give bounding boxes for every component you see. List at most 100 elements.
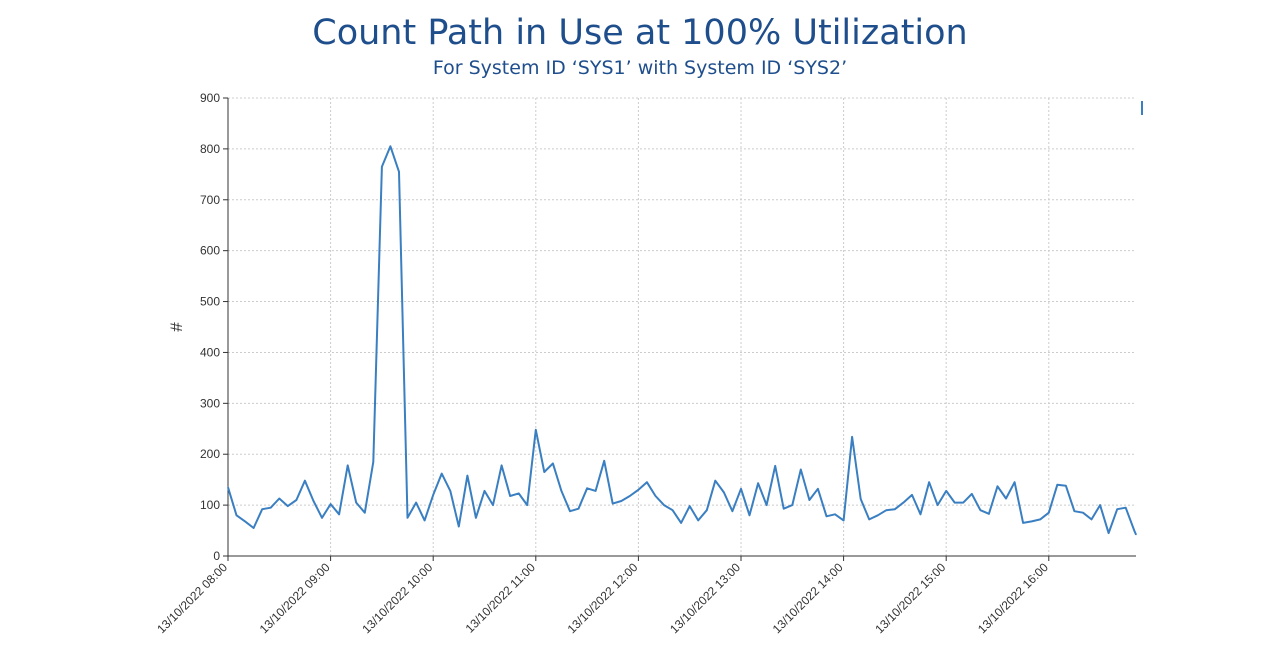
x-ticks: 13/10/2022 08:00 13/10/2022 09:00 13/10/20… <box>154 556 1051 636</box>
data-point <box>227 486 229 488</box>
data-point <box>560 490 563 492</box>
data-point <box>270 507 272 509</box>
data-point <box>1073 510 1076 512</box>
data-point <box>312 500 315 502</box>
data-point <box>766 504 768 506</box>
x-tick-label: 13/10/2022 15:00 <box>872 560 948 636</box>
data-point <box>552 462 554 464</box>
x-tick-label: 13/10/2022 09:00 <box>257 560 333 636</box>
x-tick-label: 13/10/2022 12:00 <box>565 560 641 636</box>
data-point <box>586 487 588 489</box>
y-ticks: 0 100 200 300 400 500 600 700 800 900 <box>200 91 228 563</box>
data-point <box>526 504 528 506</box>
data-point <box>894 508 896 510</box>
data-point <box>569 510 571 512</box>
data-point <box>518 492 520 495</box>
data-point <box>731 510 734 512</box>
data-point <box>620 500 622 502</box>
data-point <box>1039 518 1041 520</box>
data-point <box>1048 512 1050 514</box>
data-point <box>902 501 905 504</box>
data-point <box>817 488 819 490</box>
data-point <box>671 509 674 511</box>
data-point <box>740 488 742 490</box>
data-point <box>860 498 862 500</box>
data-point <box>415 501 417 504</box>
y-axis-label: # <box>167 322 186 332</box>
axes <box>227 98 1136 557</box>
data-point <box>791 504 793 506</box>
data-point <box>535 429 537 431</box>
data-point <box>1135 534 1137 536</box>
data-point <box>646 481 648 483</box>
data-point <box>595 490 597 492</box>
data-point <box>1082 512 1084 514</box>
series-layer <box>227 145 1137 536</box>
data-point <box>543 471 545 473</box>
data-point <box>329 503 332 505</box>
data-point <box>389 145 392 147</box>
data-point <box>492 504 494 506</box>
data-point <box>338 513 340 515</box>
data-point <box>458 525 460 528</box>
y-tick-label: 400 <box>200 345 220 359</box>
data-point <box>1031 520 1033 522</box>
data-point <box>937 504 939 506</box>
data-point <box>304 480 306 482</box>
data-point <box>680 522 682 524</box>
data-point <box>364 512 366 514</box>
grid-lines <box>228 97 1136 556</box>
data-point <box>800 468 802 471</box>
data-point <box>1022 522 1024 524</box>
data-point <box>1056 484 1058 486</box>
y-tick-label: 300 <box>200 396 220 410</box>
data-point <box>971 493 973 495</box>
data-point <box>885 509 887 511</box>
data-point <box>406 517 409 519</box>
data-point <box>842 519 845 521</box>
data-point <box>1133 529 1135 532</box>
y-tick-label: 0 <box>213 549 220 563</box>
data-point <box>381 166 383 168</box>
data-point <box>945 490 947 492</box>
data-point <box>1099 504 1101 506</box>
data-point <box>851 436 853 438</box>
x-tick-label: 13/10/2022 13:00 <box>667 560 743 636</box>
data-point <box>757 482 759 484</box>
y-tick-label: 900 <box>200 91 220 105</box>
data-point <box>783 508 785 510</box>
data-point <box>278 497 280 500</box>
data-point <box>449 490 451 492</box>
data-point <box>919 513 922 515</box>
data-point <box>475 517 477 519</box>
data-point <box>253 527 255 529</box>
data-point <box>774 465 776 467</box>
data-point <box>244 520 246 522</box>
x-tick-label: 13/10/2022 10:00 <box>359 560 435 636</box>
data-point <box>466 474 468 477</box>
data-point <box>235 514 238 516</box>
data-point <box>697 519 699 521</box>
data-point <box>996 485 999 487</box>
data-point <box>962 501 964 504</box>
data-point <box>723 491 725 493</box>
x-tick-label: 13/10/2022 08:00 <box>154 560 230 636</box>
data-point <box>509 495 511 497</box>
y-tick-label: 500 <box>200 295 220 309</box>
y-tick-label: 800 <box>200 142 220 156</box>
legend-marker <box>1141 101 1143 115</box>
data-point <box>654 495 657 497</box>
data-point <box>928 481 930 483</box>
data-point <box>808 499 810 501</box>
data-point <box>355 501 357 504</box>
y-tick-label: 100 <box>200 498 220 512</box>
data-point <box>603 460 605 462</box>
data-point <box>911 494 913 496</box>
data-point <box>1065 485 1067 487</box>
data-point <box>424 519 426 521</box>
x-tick-label: 13/10/2022 14:00 <box>770 560 846 636</box>
y-tick-label: 200 <box>200 447 220 461</box>
data-point <box>1116 508 1118 510</box>
data-point <box>577 508 580 510</box>
